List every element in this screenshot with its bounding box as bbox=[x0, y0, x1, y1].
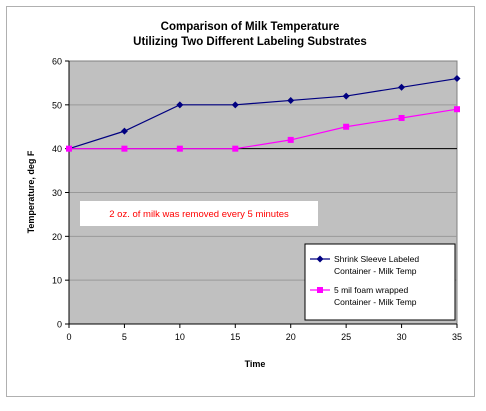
series-2 bbox=[66, 106, 460, 152]
data-point bbox=[398, 114, 405, 121]
y-tick-label: 50 bbox=[52, 100, 62, 110]
legend-label: 5 mil foam wrapped bbox=[334, 285, 408, 295]
data-point bbox=[231, 101, 239, 109]
legend-entry-2: 5 mil foam wrapped Container - Milk Temp bbox=[310, 285, 417, 307]
y-tick-label: 0 bbox=[57, 320, 62, 330]
x-tick-label: 35 bbox=[452, 332, 462, 342]
data-point bbox=[398, 83, 406, 91]
y-tick-label: 20 bbox=[52, 232, 62, 242]
legend-label: Container - Milk Temp bbox=[334, 266, 417, 276]
y-tick-label: 40 bbox=[52, 144, 62, 154]
x-tick-label: 10 bbox=[175, 332, 185, 342]
legend-marker bbox=[316, 255, 324, 263]
series-layer bbox=[65, 75, 461, 153]
series-line bbox=[69, 108, 458, 150]
y-tick-label: 10 bbox=[52, 276, 62, 286]
data-point bbox=[454, 106, 460, 113]
legend-label: Shrink Sleeve Labeled bbox=[334, 254, 419, 264]
x-tick-label: 5 bbox=[122, 332, 127, 342]
data-point bbox=[453, 75, 461, 83]
x-tick-label: 25 bbox=[341, 332, 351, 342]
data-point bbox=[232, 145, 239, 152]
y-tick-label: 60 bbox=[52, 57, 62, 67]
data-point bbox=[176, 101, 184, 109]
data-point bbox=[121, 145, 128, 152]
x-tick-label: 15 bbox=[230, 332, 240, 342]
legend-label: Container - Milk Temp bbox=[334, 297, 417, 307]
y-tick-label: 30 bbox=[52, 188, 62, 198]
chart-title: Comparison of Milk Temperature bbox=[161, 21, 340, 33]
data-point bbox=[66, 145, 72, 152]
data-point bbox=[287, 136, 294, 143]
data-point bbox=[120, 127, 128, 135]
annotation-text: 2 oz. of milk was removed every 5 minute… bbox=[109, 209, 289, 220]
legend-entry-1: Shrink Sleeve Labeled Container - Milk Te… bbox=[310, 254, 419, 276]
data-point bbox=[343, 123, 350, 130]
series-line bbox=[68, 77, 458, 150]
data-point bbox=[176, 145, 183, 152]
chart-legend: Shrink Sleeve Labeled Container - Milk Te… bbox=[304, 243, 456, 321]
legend-marker bbox=[317, 287, 323, 293]
data-point bbox=[342, 92, 350, 100]
y-axis-label: Temperature, deg F bbox=[26, 150, 36, 233]
x-tick-label: 20 bbox=[286, 332, 296, 342]
annotation-background bbox=[80, 201, 318, 226]
x-tick-label: 0 bbox=[66, 332, 71, 342]
data-point bbox=[287, 96, 295, 104]
legend-box bbox=[304, 243, 456, 321]
x-tick-label: 30 bbox=[397, 332, 407, 342]
chart-subtitle: Utilizing Two Different Labeling Substra… bbox=[133, 36, 367, 48]
x-axis-label: Time bbox=[245, 359, 266, 369]
axes: 0 10 20 30 40 50 60 0 5 10 15 20 25 30 35 bbox=[52, 57, 462, 343]
annotation-box: 2 oz. of milk was removed every 5 minute… bbox=[80, 201, 318, 226]
